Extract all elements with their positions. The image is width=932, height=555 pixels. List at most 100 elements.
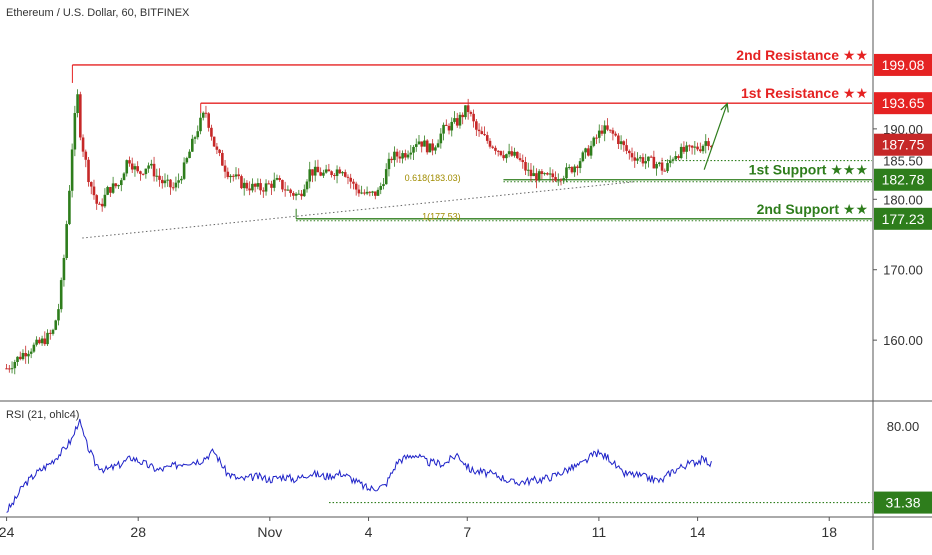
candle-body[interactable] — [398, 156, 402, 159]
candle-body[interactable] — [524, 162, 527, 171]
candle-body[interactable] — [38, 339, 41, 344]
candle-body[interactable] — [264, 183, 268, 192]
candle-body[interactable] — [373, 191, 377, 196]
candle-body[interactable] — [368, 191, 372, 193]
candle-body[interactable] — [505, 154, 508, 159]
candle-body[interactable] — [581, 152, 585, 162]
candle-body[interactable] — [562, 178, 566, 181]
candle-body[interactable] — [308, 169, 312, 182]
candle-body[interactable] — [693, 146, 697, 148]
candle-body[interactable] — [111, 183, 115, 193]
candle-body[interactable] — [248, 188, 251, 191]
candle-body[interactable] — [191, 138, 194, 152]
candle-body[interactable] — [608, 129, 612, 131]
candle-body[interactable] — [275, 178, 279, 180]
candle-body[interactable] — [578, 161, 582, 169]
candle-body[interactable] — [259, 183, 262, 191]
candle-body[interactable] — [177, 180, 180, 183]
candle-body[interactable] — [431, 143, 434, 151]
candle-body[interactable] — [193, 137, 197, 139]
candle-body[interactable] — [434, 147, 437, 151]
candle-body[interactable] — [455, 118, 459, 126]
candle-body[interactable] — [360, 192, 363, 194]
candle-body[interactable] — [638, 157, 642, 159]
candle-body[interactable] — [570, 167, 574, 173]
candle-body[interactable] — [305, 181, 309, 190]
candle-body[interactable] — [207, 113, 210, 128]
candle-body[interactable] — [401, 153, 404, 159]
candle-body[interactable] — [535, 173, 538, 181]
candle-body[interactable] — [43, 338, 47, 345]
candle-body[interactable] — [507, 151, 511, 155]
candle-body[interactable] — [174, 182, 178, 188]
candle-body[interactable] — [393, 151, 396, 161]
candle-body[interactable] — [240, 176, 243, 189]
candle-body[interactable] — [496, 150, 500, 152]
candle-body[interactable] — [617, 135, 620, 145]
candle-body[interactable] — [674, 156, 678, 160]
candle-body[interactable] — [253, 183, 257, 187]
candle-body[interactable] — [414, 144, 418, 147]
candle-body[interactable] — [319, 172, 322, 176]
candle-body[interactable] — [297, 193, 301, 195]
candle-body[interactable] — [141, 173, 145, 175]
candle-body[interactable] — [627, 150, 631, 154]
candle-body[interactable] — [622, 141, 626, 146]
candle-body[interactable] — [382, 184, 385, 187]
candle-body[interactable] — [125, 160, 129, 174]
candle-body[interactable] — [543, 173, 546, 175]
candle-body[interactable] — [272, 179, 276, 188]
candle-body[interactable] — [256, 183, 260, 187]
candle-body[interactable] — [341, 172, 344, 174]
candle-body[interactable] — [384, 169, 388, 185]
candle-body[interactable] — [251, 183, 254, 191]
candle-body[interactable] — [234, 174, 238, 177]
candle-body[interactable] — [690, 145, 694, 148]
candle-body[interactable] — [472, 113, 475, 122]
candle-body[interactable] — [625, 145, 628, 151]
candle-body[interactable] — [707, 141, 710, 147]
candle-body[interactable] — [630, 153, 634, 158]
candle-body[interactable] — [289, 189, 292, 194]
candle-body[interactable] — [521, 160, 525, 163]
candle-body[interactable] — [302, 189, 306, 197]
candle-body[interactable] — [166, 179, 170, 181]
candle-body[interactable] — [485, 135, 489, 141]
candle-body[interactable] — [70, 149, 74, 191]
candle-body[interactable] — [477, 129, 481, 132]
candle-body[interactable] — [114, 183, 118, 187]
candle-body[interactable] — [180, 178, 183, 181]
candle-body[interactable] — [436, 143, 440, 148]
candle-body[interactable] — [185, 158, 189, 163]
candle-body[interactable] — [204, 112, 208, 114]
candle-body[interactable] — [480, 131, 484, 135]
candle-body[interactable] — [267, 183, 271, 185]
candle-body[interactable] — [404, 153, 407, 158]
candle-body[interactable] — [526, 169, 530, 171]
candle-body[interactable] — [660, 162, 664, 171]
candle-body[interactable] — [420, 141, 424, 147]
candle-body[interactable] — [109, 187, 112, 193]
candle-body[interactable] — [573, 166, 576, 173]
candle-body[interactable] — [529, 169, 533, 177]
candle-body[interactable] — [311, 169, 314, 176]
candle-body[interactable] — [144, 168, 148, 175]
candle-body[interactable] — [327, 169, 331, 172]
candle-body[interactable] — [155, 175, 159, 177]
candle-body[interactable] — [160, 179, 164, 184]
candle-body[interactable] — [51, 329, 55, 334]
candle-body[interactable] — [92, 186, 96, 196]
candle-body[interactable] — [688, 145, 691, 147]
candle-body[interactable] — [136, 166, 139, 172]
candle-body[interactable] — [619, 141, 623, 145]
candle-body[interactable] — [600, 130, 604, 134]
candle-body[interactable] — [587, 148, 590, 156]
candle-body[interactable] — [442, 124, 445, 134]
candle-body[interactable] — [281, 179, 284, 190]
candle-body[interactable] — [294, 193, 298, 196]
candle-body[interactable] — [32, 344, 36, 352]
candle-body[interactable] — [423, 140, 426, 147]
candle-body[interactable] — [35, 339, 38, 345]
candle-body[interactable] — [313, 166, 317, 176]
